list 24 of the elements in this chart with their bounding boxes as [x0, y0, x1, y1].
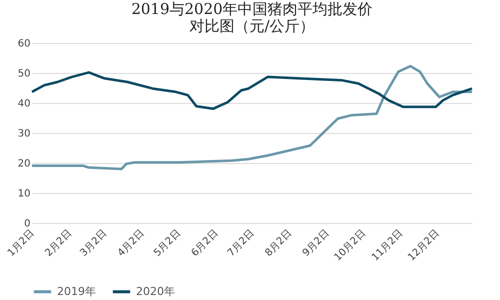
x-tick-label: 9月2日 — [300, 228, 332, 259]
x-tick-label: 12月2日 — [406, 228, 442, 264]
y-tick-label: 0 — [24, 218, 30, 230]
y-tick-label: 10 — [18, 188, 30, 200]
x-tick-label: 5月2日 — [152, 228, 184, 259]
x-tick-label: 8月2日 — [263, 228, 294, 259]
y-tick-label: 50 — [18, 68, 30, 80]
x-tick-label: 1月2日 — [6, 228, 37, 259]
x-tick-label: 3月2日 — [78, 228, 110, 259]
x-tick-label: 4月2日 — [116, 228, 147, 259]
x-tick-label: 2月2日 — [43, 228, 74, 259]
line-series — [30, 71, 474, 110]
x-tick-label: 6月2日 — [190, 228, 220, 259]
line-series — [30, 64, 474, 170]
chart-title: 2019与2020年中国猪肉平均批发价对比图（元/公斤） — [131, 0, 373, 35]
legend-label: 2019年 — [57, 284, 96, 298]
y-tick-label: 30 — [18, 128, 30, 140]
x-tick-label: 11月2日 — [370, 228, 406, 264]
x-tick-label: 7月2日 — [226, 228, 257, 259]
legend-label: 2020年 — [136, 284, 175, 298]
y-tick-label: 20 — [18, 158, 30, 170]
y-tick-label: 60 — [18, 38, 30, 50]
y-tick-label: 40 — [18, 98, 30, 110]
x-tick-label: 10月2日 — [332, 228, 368, 264]
